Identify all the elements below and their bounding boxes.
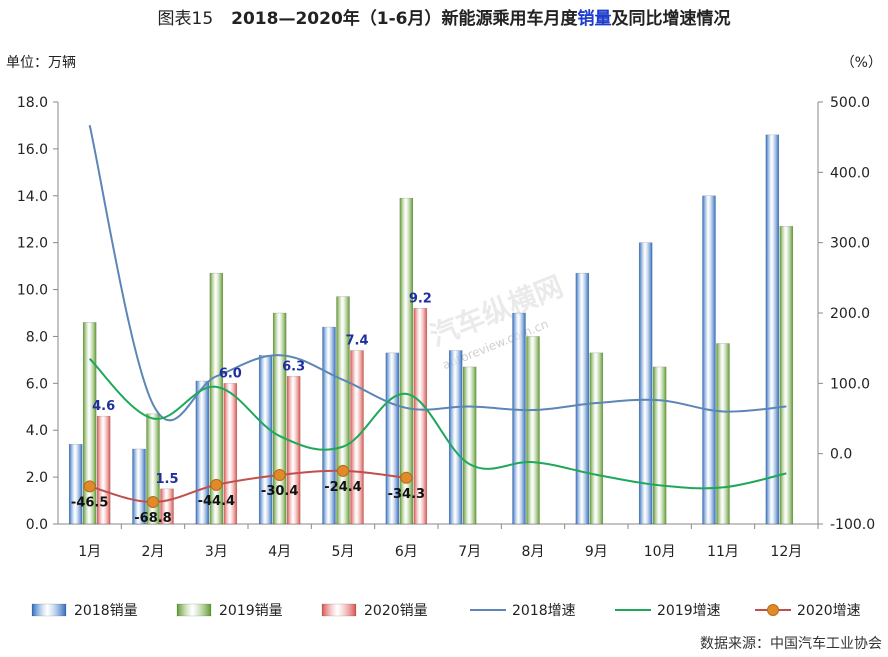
x-tick-label: 4月 xyxy=(268,544,291,560)
y-right-tick-label: 100.0 xyxy=(830,376,870,392)
label-2020-sales: 9.2 xyxy=(409,291,432,306)
chart-title: 图表15 2018—2020年（1-6月）新能源乘用车月度销量及同比增速情况 xyxy=(158,8,731,29)
marker-2020增速 xyxy=(273,469,286,482)
x-tick-label: 8月 xyxy=(522,544,545,560)
y-right-tick-label: 300.0 xyxy=(830,236,870,252)
figure-number: 图表15 xyxy=(158,9,214,29)
title-prefix: 2018—2020年（1-6月）新能源乘用车月度 xyxy=(231,8,578,29)
bar-2018销量 xyxy=(68,444,83,525)
bar-2019销量 xyxy=(209,272,224,525)
legend-marker-2020增速 xyxy=(767,604,779,616)
title-suffix: 及同比增速情况 xyxy=(611,8,730,29)
bar-2019销量 xyxy=(462,366,477,525)
watermark: 汽车纵横网 autoreview.com.cn xyxy=(425,270,567,373)
x-tick-label: 9月 xyxy=(585,544,608,560)
bar-2020销量 xyxy=(223,383,238,525)
x-tick-label: 2月 xyxy=(142,544,165,560)
y-left-tick-label: 0.0 xyxy=(26,517,48,533)
bar-2018销量 xyxy=(258,354,273,525)
y-left-tick-label: 18.0 xyxy=(17,95,48,111)
marker-2020增速 xyxy=(147,496,159,509)
x-tick-label: 6月 xyxy=(395,544,418,560)
label-2020-sales: 7.4 xyxy=(345,334,368,349)
x-tick-label: 7月 xyxy=(458,544,481,560)
label-2020-sales: 1.5 xyxy=(155,472,178,487)
y-right-tick-label: 200.0 xyxy=(830,306,870,322)
data-source: 数据来源：中国汽车工业协会 xyxy=(700,635,882,652)
y-left-tick-label: 14.0 xyxy=(17,189,48,205)
right-unit: （%） xyxy=(841,55,882,71)
y-left-tick-label: 16.0 xyxy=(17,142,48,158)
bar-2018销量 xyxy=(512,312,526,525)
bar-2020销量 xyxy=(160,488,174,525)
bar-2018销量 xyxy=(638,242,653,525)
y-left-tick-label: 12.0 xyxy=(17,236,48,252)
y-left-tick-label: 10.0 xyxy=(17,283,48,299)
lines xyxy=(83,124,787,509)
y-left-tick-label: 6.0 xyxy=(26,376,48,392)
label-2020-sales: 4.6 xyxy=(92,399,115,414)
x-tick-label: 1月 xyxy=(78,544,101,560)
bar-2020销量 xyxy=(413,308,428,525)
bar-2018销量 xyxy=(765,134,780,525)
legend: 2018销量 2019销量 2020销量 2018增速 2019增速 2020增速 xyxy=(31,603,861,619)
legend-label-2020增速: 2020增速 xyxy=(797,603,861,619)
x-tick-label: 11月 xyxy=(707,544,739,560)
bar-2019销量 xyxy=(779,226,794,525)
y-right-tick-label: 500.0 xyxy=(830,95,870,111)
axes: 0.0 2.0 4.0 6.0 8.0 10.0 12.0 14.0 16.0 18.0 -100.… xyxy=(17,95,875,560)
marker-2020增速 xyxy=(83,480,96,493)
title-highlight: 销量 xyxy=(577,8,611,29)
label-2020-growth: -30.4 xyxy=(261,484,298,499)
label-2020-growth: -24.4 xyxy=(324,480,361,495)
x-tick-label: 10月 xyxy=(644,544,676,560)
legend-swatch-2020销量 xyxy=(321,603,357,617)
y-right-tick-label: 0.0 xyxy=(830,447,852,463)
bar-2019销量 xyxy=(82,322,97,525)
label-2020-sales: 6.0 xyxy=(219,366,242,381)
legend-label-2019增速: 2019增速 xyxy=(657,603,721,619)
y-right-tick-label: -100.0 xyxy=(830,517,875,533)
line-2019增速 xyxy=(88,357,787,490)
legend-label-2019销量: 2019销量 xyxy=(219,603,283,619)
label-2020-growth: -46.5 xyxy=(71,495,108,510)
legend-swatch-2019销量 xyxy=(176,603,212,617)
bar-2018销量 xyxy=(132,448,146,525)
label-2020-growth: -68.8 xyxy=(134,511,171,526)
label-2020-growth: -44.4 xyxy=(198,494,235,509)
label-2020-growth: -34.3 xyxy=(388,487,425,502)
marker-2020增速 xyxy=(400,471,413,484)
bar-2018销量 xyxy=(322,326,336,525)
bar-2020销量 xyxy=(286,376,301,525)
legend-swatch-2018销量 xyxy=(31,603,67,617)
bar-2018销量 xyxy=(702,195,716,525)
bar-2019销量 xyxy=(589,352,604,525)
bar-2019销量 xyxy=(146,413,160,525)
legend-label-2018增速: 2018增速 xyxy=(512,603,576,619)
marker-2020增速 xyxy=(337,464,349,477)
bar-2019销量 xyxy=(526,336,540,525)
data-labels: 4.6 1.5 6.0 6.3 7.4 9.2 -46.5 -68.8 -44.4 -30.4 -2… xyxy=(71,291,432,526)
y-left-tick-label: 8.0 xyxy=(26,329,48,345)
bar-2020销量 xyxy=(96,415,111,525)
marker-2020增速 xyxy=(210,478,223,491)
legend-label-2020销量: 2020销量 xyxy=(364,603,428,619)
bar-2018销量 xyxy=(448,350,463,525)
bar-2019销量 xyxy=(716,343,730,525)
y-left-tick-label: 2.0 xyxy=(26,470,48,486)
x-tick-label: 12月 xyxy=(770,544,802,560)
left-unit: 单位：万辆 xyxy=(6,55,76,71)
y-left-tick-label: 4.0 xyxy=(26,423,48,439)
bar-2019销量 xyxy=(652,366,667,525)
x-tick-label: 3月 xyxy=(205,544,228,560)
line-2018增速 xyxy=(88,124,787,422)
x-tick-label: 5月 xyxy=(332,544,355,560)
bar-2018销量 xyxy=(575,272,590,525)
bar-2019销量 xyxy=(399,197,414,525)
label-2020-sales: 6.3 xyxy=(282,359,305,374)
y-right-tick-label: 400.0 xyxy=(830,165,870,181)
legend-label-2018销量: 2018销量 xyxy=(74,603,138,619)
